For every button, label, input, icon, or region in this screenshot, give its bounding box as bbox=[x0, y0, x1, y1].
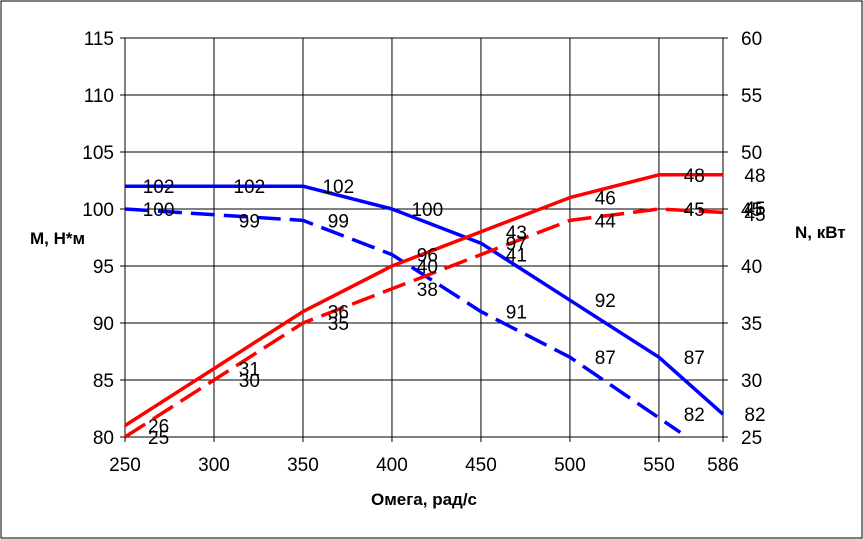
x-tick-label: 500 bbox=[554, 455, 586, 476]
data-label: 30 bbox=[239, 371, 260, 392]
y-tick-label: 85 bbox=[93, 371, 114, 392]
data-label: 100 bbox=[143, 200, 175, 221]
data-label: 36 bbox=[328, 303, 349, 324]
data-label: 99 bbox=[328, 211, 349, 232]
data-label: 35 bbox=[328, 314, 349, 335]
series-group bbox=[124, 173, 725, 439]
series-line-4 bbox=[124, 207, 724, 439]
y2-axis-title: N, кВт bbox=[795, 223, 846, 242]
data-label: 102 bbox=[322, 177, 354, 198]
data-label: 82 bbox=[684, 405, 705, 426]
data-label: 45 bbox=[684, 200, 705, 221]
data-label: 82 bbox=[744, 405, 765, 426]
data-label: 26 bbox=[148, 417, 169, 438]
y2-tick-label: 55 bbox=[741, 86, 762, 107]
series-line-2 bbox=[124, 207, 682, 434]
x-tick-label: 350 bbox=[287, 455, 319, 476]
y-tick-label: 100 bbox=[82, 200, 114, 221]
y2-tick-label: 45 bbox=[741, 200, 762, 221]
y2-tick-label: 60 bbox=[741, 29, 762, 50]
plot-area-frame bbox=[124, 37, 724, 438]
data-label: 44 bbox=[595, 211, 617, 232]
data-label: 41 bbox=[506, 246, 527, 267]
data-label: 99 bbox=[239, 211, 260, 232]
series-line-1 bbox=[125, 184, 725, 416]
data-label: 45 bbox=[744, 199, 765, 220]
y2-tick-label: 30 bbox=[741, 371, 762, 392]
y-tick-label: 110 bbox=[84, 86, 114, 107]
y-tick-label: 90 bbox=[93, 314, 114, 335]
y2-tick-label: 50 bbox=[741, 143, 762, 164]
data-label: 102 bbox=[234, 177, 266, 198]
x-tick-label: 450 bbox=[465, 455, 497, 476]
y-tick-label: 105 bbox=[82, 143, 114, 164]
x-tick-label: 400 bbox=[376, 455, 408, 476]
data-label: 43 bbox=[506, 223, 527, 244]
y2-tick-label: 25 bbox=[741, 428, 762, 449]
data-label: 45 bbox=[744, 205, 765, 226]
y-axis-title: M, Н*м bbox=[30, 229, 85, 248]
y-tick-label: 115 bbox=[84, 29, 114, 50]
y2-tick-label: 40 bbox=[741, 257, 762, 278]
y2-tick-label: 35 bbox=[741, 314, 762, 335]
data-label: 102 bbox=[143, 177, 175, 198]
data-label: 31 bbox=[239, 360, 260, 381]
data-label: 48 bbox=[684, 166, 705, 187]
data-label: 48 bbox=[744, 166, 765, 187]
data-label: 96 bbox=[417, 246, 438, 267]
data-label: 46 bbox=[595, 189, 616, 210]
y-tick-label: 95 bbox=[93, 257, 114, 278]
series-line-3 bbox=[124, 173, 723, 428]
x-axis-title: Омега, рад/с bbox=[371, 490, 477, 509]
x-tick-label: 550 bbox=[643, 455, 675, 476]
data-label: 100 bbox=[411, 200, 443, 221]
data-label: 87 bbox=[595, 348, 616, 369]
x-tick-label: 300 bbox=[198, 455, 230, 476]
data-label: 40 bbox=[417, 257, 438, 278]
data-label: 91 bbox=[506, 303, 527, 324]
x-tick-label: 586 bbox=[707, 455, 739, 476]
data-label: 97 bbox=[506, 234, 527, 255]
data-label: 92 bbox=[595, 291, 616, 312]
data-label: 87 bbox=[684, 348, 705, 369]
axis-ticks: 250 300 350 400 450 500 550 586 80 85 90 95 100 105 11… bbox=[82, 29, 762, 476]
x-tick-label: 250 bbox=[109, 455, 141, 476]
y-tick-label: 80 bbox=[93, 428, 114, 449]
data-label: 25 bbox=[148, 428, 169, 449]
data-label: 38 bbox=[417, 280, 438, 301]
